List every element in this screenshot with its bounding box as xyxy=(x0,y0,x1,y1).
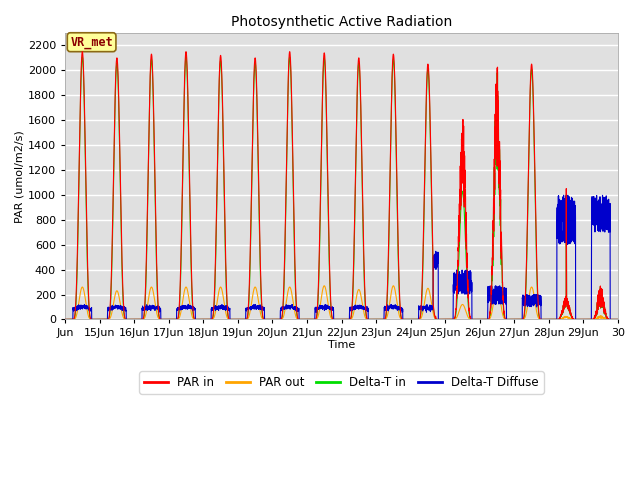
Title: Photosynthetic Active Radiation: Photosynthetic Active Radiation xyxy=(231,15,452,29)
Legend: PAR in, PAR out, Delta-T in, Delta-T Diffuse: PAR in, PAR out, Delta-T in, Delta-T Dif… xyxy=(140,371,543,394)
Text: VR_met: VR_met xyxy=(70,36,113,48)
Y-axis label: PAR (umol/m2/s): PAR (umol/m2/s) xyxy=(15,130,25,223)
X-axis label: Time: Time xyxy=(328,340,355,350)
